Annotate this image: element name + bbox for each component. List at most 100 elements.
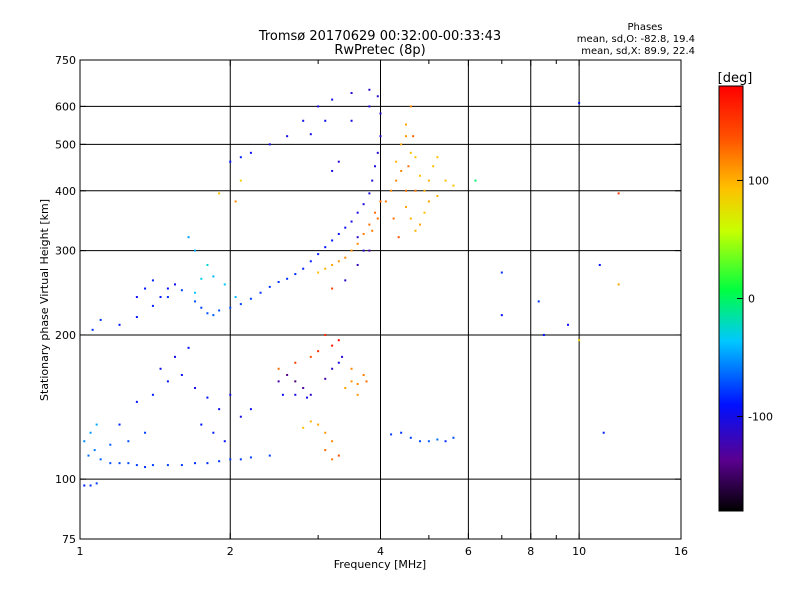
- data-point: [302, 386, 305, 389]
- data-point: [390, 189, 393, 192]
- data-point: [365, 380, 368, 383]
- data-point: [194, 249, 197, 252]
- y-axis-ticks: 75 100 200 300 400 500 600 750: [55, 54, 681, 546]
- data-point: [239, 156, 242, 159]
- data-point: [324, 267, 327, 270]
- data-point: [414, 156, 417, 159]
- data-point: [83, 440, 86, 443]
- chart-subtitle: RwPretec (8p): [334, 43, 425, 58]
- data-point: [362, 203, 365, 206]
- data-point: [144, 466, 147, 469]
- data-point: [500, 314, 503, 317]
- x-tick-label: 6: [465, 545, 472, 558]
- data-point: [432, 165, 435, 168]
- data-point: [409, 217, 412, 220]
- data-point: [212, 431, 215, 434]
- data-point: [95, 423, 98, 426]
- data-point: [341, 355, 344, 358]
- data-point: [344, 226, 347, 229]
- data-point: [368, 223, 371, 226]
- data-point: [423, 211, 426, 214]
- data-point: [350, 91, 353, 94]
- data-point: [374, 211, 377, 214]
- data-point: [324, 449, 327, 452]
- data-point: [331, 239, 334, 242]
- data-point: [602, 431, 605, 434]
- data-point: [83, 484, 86, 487]
- data-point: [91, 328, 94, 331]
- data-point: [151, 393, 154, 396]
- data-point: [395, 179, 398, 182]
- data-point: [414, 229, 417, 232]
- data-point: [302, 426, 305, 429]
- chart-title: Tromsø 20170629 00:32:00-00:33:43: [258, 29, 501, 44]
- colorbar-tick-label: 100: [748, 174, 769, 187]
- data-point: [350, 119, 353, 122]
- data-point: [309, 133, 312, 136]
- data-point: [306, 396, 309, 399]
- data-point: [356, 263, 359, 266]
- data-point: [423, 189, 426, 192]
- data-point: [135, 316, 138, 319]
- data-point: [405, 189, 408, 192]
- data-point: [397, 236, 400, 239]
- data-point: [356, 393, 359, 396]
- data-point: [379, 135, 382, 138]
- data-point: [239, 415, 242, 418]
- data-point: [249, 456, 252, 459]
- data-point: [331, 263, 334, 266]
- data-point: [419, 223, 422, 226]
- y-tick-label: 750: [55, 54, 76, 67]
- data-point: [286, 277, 289, 280]
- data-point: [127, 440, 130, 443]
- data-point: [173, 355, 176, 358]
- y-tick-label: 75: [62, 533, 76, 546]
- data-point: [286, 373, 289, 376]
- data-point: [294, 393, 297, 396]
- data-point: [376, 217, 379, 220]
- data-point: [331, 367, 334, 370]
- x-axis-ticks: 1 2 4 6 8 10 16: [77, 60, 688, 558]
- data-point: [419, 440, 422, 443]
- y-tick-label: 200: [55, 329, 76, 342]
- data-point: [362, 232, 365, 235]
- data-point: [249, 297, 252, 300]
- data-point: [317, 253, 320, 256]
- data-point: [309, 260, 312, 263]
- x-tick-label: 2: [227, 545, 234, 558]
- data-point: [234, 296, 237, 299]
- data-point: [277, 380, 280, 383]
- data-point: [376, 151, 379, 154]
- data-point: [390, 433, 393, 436]
- data-point: [350, 367, 353, 370]
- data-point: [542, 333, 545, 336]
- data-point: [436, 195, 439, 198]
- data-point: [194, 300, 197, 303]
- data-point: [444, 440, 447, 443]
- data-point: [356, 242, 359, 245]
- data-point: [379, 200, 382, 203]
- data-point: [337, 361, 340, 364]
- x-tick-label: 16: [674, 545, 688, 558]
- x-tick-label: 8: [527, 545, 534, 558]
- data-point: [212, 314, 215, 317]
- data-point: [294, 273, 297, 276]
- data-point: [187, 346, 190, 349]
- data-point: [317, 350, 320, 353]
- data-point: [474, 179, 477, 182]
- data-point: [109, 462, 112, 465]
- data-point: [317, 423, 320, 426]
- data-point: [344, 256, 347, 259]
- data-point: [409, 436, 412, 439]
- data-point: [200, 277, 203, 280]
- data-point: [409, 151, 412, 154]
- data-point: [407, 165, 410, 168]
- data-point: [212, 275, 215, 278]
- data-point: [286, 135, 289, 138]
- data-point: [331, 98, 334, 101]
- data-point: [384, 200, 387, 203]
- x-axis-label: Frequency [MHz]: [334, 558, 426, 571]
- data-point: [371, 229, 374, 232]
- data-point: [309, 355, 312, 358]
- data-point: [218, 192, 221, 195]
